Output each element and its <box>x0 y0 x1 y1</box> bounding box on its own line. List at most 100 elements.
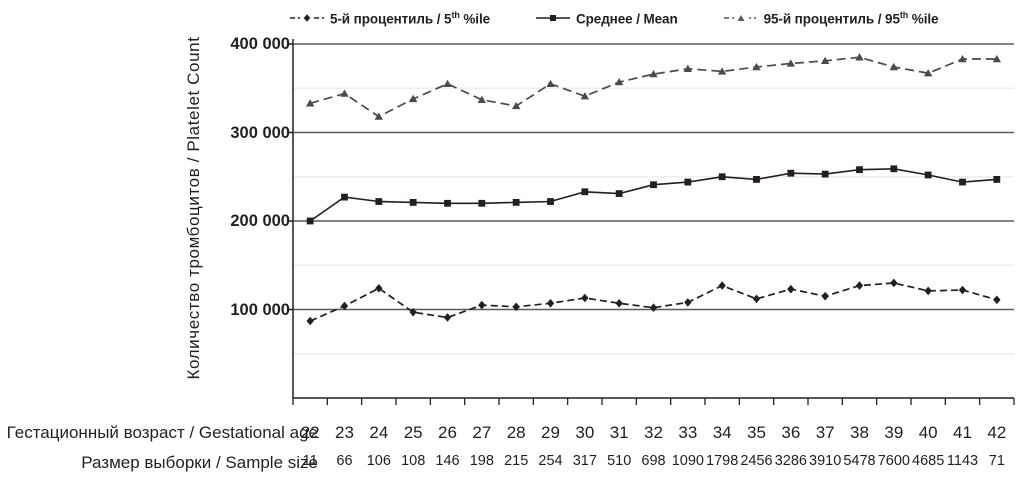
data-point-mean <box>478 199 486 207</box>
data-point-mean <box>993 176 1001 183</box>
series-line-p95 <box>309 56 997 118</box>
data-point-p95 <box>752 62 761 71</box>
data-point-p5 <box>993 295 1001 305</box>
data-point-p95 <box>580 92 590 100</box>
data-point-p95 <box>614 77 624 86</box>
y-axis-tick-label: 100 000 <box>230 300 290 319</box>
gestational-age-cell: 32 <box>644 423 663 442</box>
sample-size-cell: 2456 <box>740 453 773 469</box>
gestational-age-cell: 41 <box>953 423 972 442</box>
gestational-age-cell: 40 <box>918 423 938 442</box>
data-point-mean <box>581 188 589 196</box>
sample-size-cell: 510 <box>607 453 632 469</box>
data-point-p95 <box>374 112 384 120</box>
data-point-p95 <box>408 94 418 103</box>
legend-label-p95: 95-й процентиль / 95th %ile <box>763 9 939 27</box>
sample-size-cell: 3910 <box>809 453 842 469</box>
data-point-p95 <box>958 54 967 63</box>
y-axis-tick-label: 400 000 <box>230 35 290 53</box>
data-point-p95 <box>820 56 830 65</box>
sample-size-cell: 106 <box>366 453 391 469</box>
data-point-p5 <box>512 302 520 312</box>
legend-item-p95: 95-й процентиль / 95th %ile <box>723 9 939 27</box>
sample-size-cell: 1090 <box>671 453 704 469</box>
data-point-mean <box>341 193 348 201</box>
data-point-mean <box>821 170 829 178</box>
sample-size-cell: 1143 <box>946 453 979 469</box>
data-point-mean <box>375 198 383 205</box>
data-point-mean <box>787 169 795 177</box>
data-point-p5 <box>787 284 795 294</box>
data-point-mean <box>718 173 726 181</box>
data-point-p5 <box>924 286 932 296</box>
data-point-p95 <box>340 89 349 97</box>
sample-size-cell: 215 <box>504 453 529 469</box>
data-point-p95 <box>855 53 864 61</box>
gestational-age-cell: 29 <box>541 423 560 442</box>
sample-size-cell: 5478 <box>843 453 876 469</box>
sample-size-row: Размер выборки / Sample size 11 66 106 108 1… <box>0 453 1024 480</box>
data-point-p5 <box>306 316 314 326</box>
data-point-mean <box>444 199 451 207</box>
sample-size-row-label: Размер выборки / Sample size <box>81 453 318 472</box>
data-point-p95 <box>546 79 555 88</box>
sample-size-cell: 4685 <box>912 453 945 469</box>
data-point-mean <box>306 217 314 225</box>
legend-label-mean: Среднее / Mean <box>576 11 678 27</box>
data-point-mean <box>924 171 932 179</box>
gestational-age-cell: 35 <box>747 423 766 442</box>
gestational-age-cell: 36 <box>781 423 801 442</box>
plot-area-wrapper: Количество тромбоцитов / Platelet Count … <box>184 0 1015 420</box>
sample-size-cell: 71 <box>988 453 1005 469</box>
data-point-mean <box>650 181 657 189</box>
gestational-age-cell: 30 <box>575 423 595 442</box>
gestational-age-cell: 39 <box>884 423 904 442</box>
data-point-p5 <box>855 281 864 290</box>
data-point-p95 <box>889 62 899 71</box>
sample-size-cell: 698 <box>641 453 666 469</box>
sample-size-cell: 254 <box>538 453 563 469</box>
data-point-p95 <box>923 69 933 77</box>
sample-size-cell: 1798 <box>706 453 739 469</box>
data-point-p95 <box>511 101 521 110</box>
gestational-age-row: Гестационный возраст / Gestational age 2… <box>0 423 1024 450</box>
data-point-p95 <box>786 59 796 67</box>
y-axis-tick-label: 200 000 <box>230 212 290 230</box>
data-point-mean <box>615 190 623 197</box>
data-point-p5 <box>684 298 692 307</box>
data-point-p5 <box>821 291 829 301</box>
sample-size-cell: 146 <box>435 453 460 469</box>
legend-label-p5: 5-й процентиль / 5th %ile <box>330 9 490 27</box>
sample-size-cell: 198 <box>469 453 494 469</box>
data-point-mean <box>547 198 554 205</box>
gestational-age-cell: 23 <box>335 423 354 442</box>
data-point-mean <box>890 165 898 173</box>
data-point-p5 <box>375 283 383 293</box>
y-axis-tick-labels: 100 000 200 000 300 000 400 000 <box>200 0 290 420</box>
legend-marker-p95-icon <box>723 15 758 21</box>
data-point-mean <box>409 199 417 206</box>
sample-size-cell: 11 <box>302 453 318 469</box>
data-point-p95 <box>443 79 452 88</box>
sample-size-cell: 317 <box>572 453 597 469</box>
data-point-p5 <box>409 307 417 317</box>
data-point-p95 <box>683 64 693 72</box>
data-point-p95 <box>717 67 727 75</box>
data-point-p5 <box>615 299 623 308</box>
data-point-mean <box>684 178 692 186</box>
sample-size-cell: 108 <box>401 453 426 469</box>
legend-item-mean: Среднее / Mean <box>536 10 678 27</box>
data-point-p95 <box>649 69 658 78</box>
chart-legend: 5-й процентиль / 5th %ile Среднее / Mean… <box>290 7 990 29</box>
legend-marker-p5-icon <box>290 14 324 22</box>
data-point-p5 <box>546 299 555 308</box>
gestational-age-cell: 37 <box>815 423 835 442</box>
data-point-p5 <box>340 301 349 311</box>
y-axis-tick-label: 300 000 <box>230 123 290 142</box>
gestational-age-cell: 28 <box>506 423 526 442</box>
gestational-age-cell: 22 <box>300 423 320 442</box>
gestational-age-row-label: Гестационный возраст / Gestational age <box>6 423 318 442</box>
data-point-p5 <box>478 300 486 310</box>
legend-marker-mean-icon <box>536 15 570 21</box>
